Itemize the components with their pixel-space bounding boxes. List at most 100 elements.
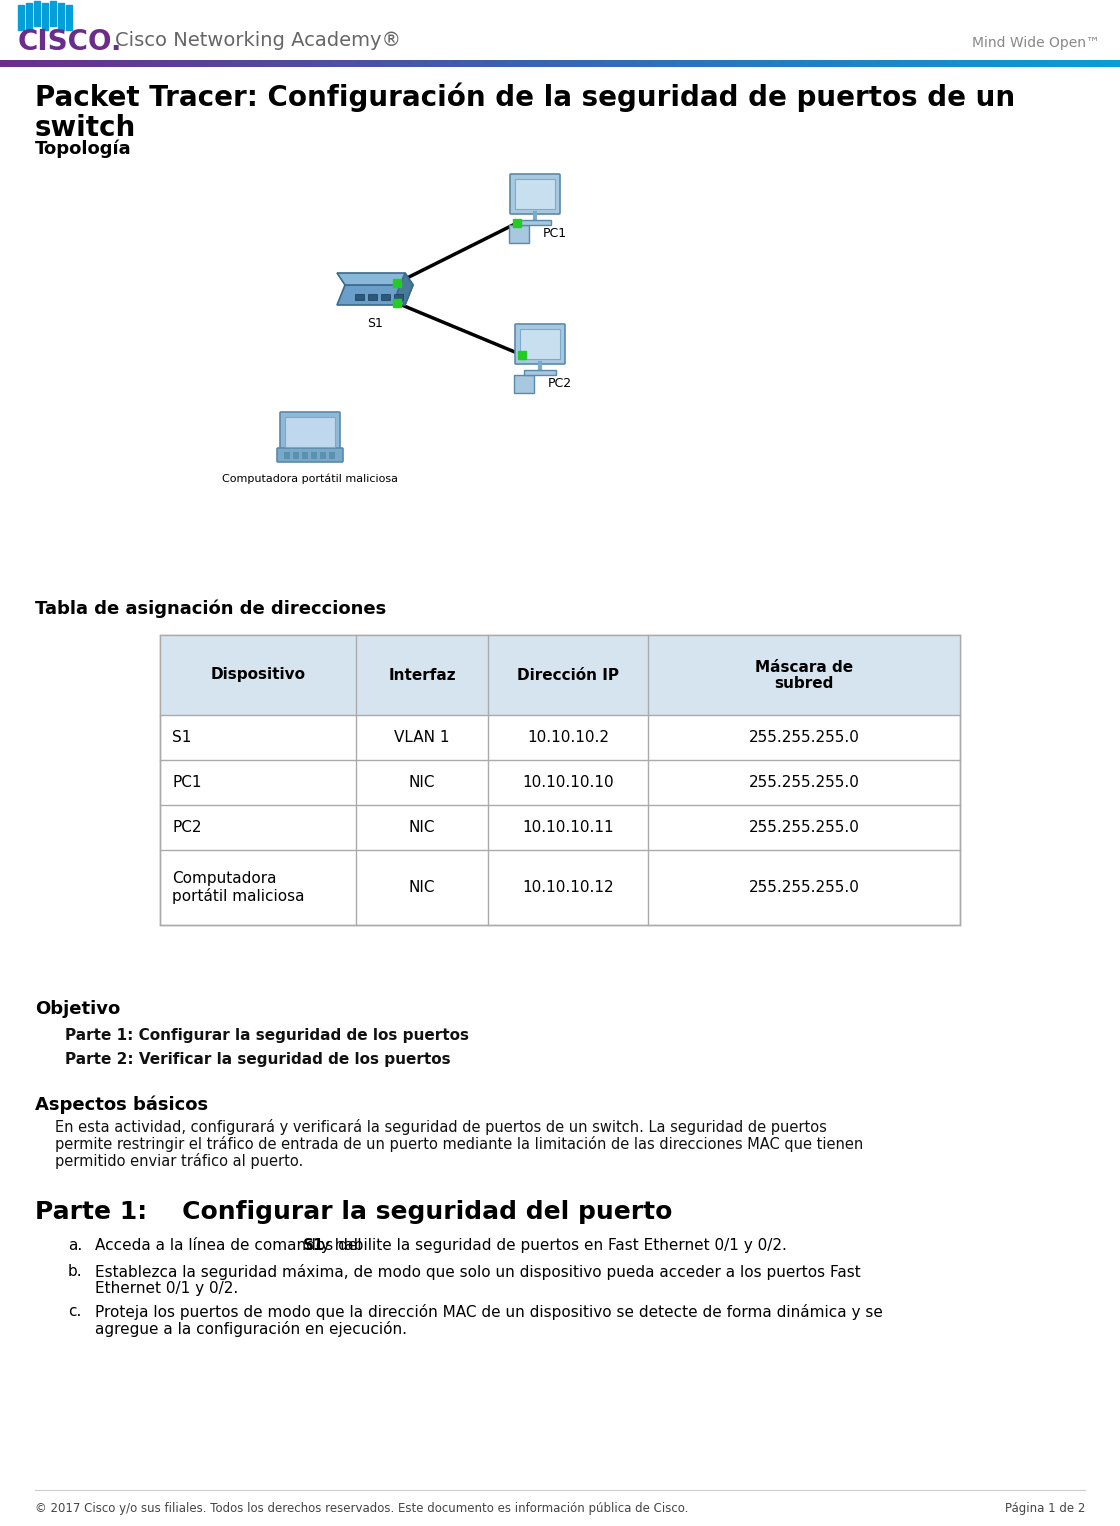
Bar xyxy=(18,5,24,31)
Bar xyxy=(843,60,848,67)
Bar xyxy=(552,60,557,67)
Bar xyxy=(519,220,551,224)
Bar xyxy=(877,60,881,67)
Bar xyxy=(728,60,731,67)
Bar xyxy=(874,60,877,67)
Bar xyxy=(881,60,885,67)
Bar xyxy=(109,60,112,67)
Text: Interfaz: Interfaz xyxy=(389,667,456,682)
Bar xyxy=(67,60,71,67)
Bar xyxy=(534,60,538,67)
Text: permitido enviar tráfico al puerto.: permitido enviar tráfico al puerto. xyxy=(55,1154,304,1169)
Bar xyxy=(538,60,541,67)
Bar xyxy=(277,60,280,67)
Text: a.: a. xyxy=(68,1238,82,1253)
Text: Aspectos básicos: Aspectos básicos xyxy=(35,1096,208,1114)
Bar xyxy=(120,60,123,67)
Bar xyxy=(50,2,56,26)
Text: switch: switch xyxy=(35,114,137,142)
Bar xyxy=(1038,60,1042,67)
Bar xyxy=(653,60,657,67)
Bar xyxy=(58,3,64,31)
Bar xyxy=(0,0,1120,58)
Bar xyxy=(683,60,687,67)
Bar xyxy=(168,60,171,67)
Bar xyxy=(160,635,960,925)
Polygon shape xyxy=(396,273,413,305)
Text: S1: S1 xyxy=(302,1238,324,1253)
Bar xyxy=(1005,60,1008,67)
Text: S1: S1 xyxy=(172,729,192,745)
Text: PC2: PC2 xyxy=(172,819,202,835)
Bar xyxy=(302,452,308,459)
Bar xyxy=(1117,60,1120,67)
Bar xyxy=(799,60,803,67)
Bar xyxy=(26,3,32,31)
Bar xyxy=(515,179,556,209)
Bar xyxy=(575,60,579,67)
Bar xyxy=(254,60,258,67)
Bar xyxy=(933,60,937,67)
Bar xyxy=(392,60,395,67)
Bar xyxy=(515,60,519,67)
Bar xyxy=(866,60,870,67)
Bar xyxy=(638,60,642,67)
Bar xyxy=(792,60,795,67)
Bar xyxy=(205,60,209,67)
Text: CISCO.: CISCO. xyxy=(18,27,122,56)
Bar xyxy=(157,60,160,67)
Bar xyxy=(37,60,41,67)
Text: S1: S1 xyxy=(367,317,383,330)
Bar xyxy=(407,60,411,67)
FancyBboxPatch shape xyxy=(280,412,340,452)
Bar xyxy=(394,295,403,301)
Bar xyxy=(142,60,146,67)
Bar xyxy=(418,60,422,67)
Bar xyxy=(8,60,11,67)
Bar xyxy=(328,60,333,67)
Bar xyxy=(440,60,445,67)
Bar xyxy=(183,60,187,67)
Bar xyxy=(848,60,851,67)
Bar xyxy=(955,60,960,67)
Text: 10.10.10.2: 10.10.10.2 xyxy=(528,729,609,745)
Bar xyxy=(941,60,944,67)
Bar xyxy=(403,60,407,67)
Text: 10.10.10.12: 10.10.10.12 xyxy=(522,881,614,896)
Bar xyxy=(501,60,504,67)
Text: Ethernet 0/1 y 0/2.: Ethernet 0/1 y 0/2. xyxy=(95,1280,239,1296)
Bar xyxy=(41,60,45,67)
Bar xyxy=(915,60,918,67)
Bar xyxy=(646,60,650,67)
Bar xyxy=(34,60,37,67)
Bar xyxy=(243,60,246,67)
Bar xyxy=(1067,60,1072,67)
Bar xyxy=(333,60,336,67)
Bar xyxy=(429,60,433,67)
Bar xyxy=(787,60,792,67)
Bar xyxy=(15,60,19,67)
Bar xyxy=(743,60,747,67)
Bar xyxy=(104,60,109,67)
Bar xyxy=(115,60,120,67)
Bar xyxy=(456,60,459,67)
Bar xyxy=(48,60,53,67)
Bar xyxy=(627,60,631,67)
Bar xyxy=(299,60,302,67)
Bar xyxy=(982,60,986,67)
Bar xyxy=(713,60,717,67)
Bar xyxy=(179,60,183,67)
Bar xyxy=(1094,60,1098,67)
Bar xyxy=(489,60,493,67)
Bar xyxy=(579,60,582,67)
Text: Acceda a la línea de comandos del: Acceda a la línea de comandos del xyxy=(95,1238,366,1253)
Bar xyxy=(624,60,627,67)
Bar xyxy=(1101,60,1105,67)
Bar xyxy=(568,60,571,67)
Bar xyxy=(1023,60,1027,67)
Bar xyxy=(355,60,358,67)
Bar xyxy=(1090,60,1094,67)
Text: Proteja los puertos de modo que la dirección MAC de un dispositivo se detecte de: Proteja los puertos de modo que la direc… xyxy=(95,1305,883,1320)
Bar xyxy=(949,60,952,67)
Bar xyxy=(706,60,709,67)
